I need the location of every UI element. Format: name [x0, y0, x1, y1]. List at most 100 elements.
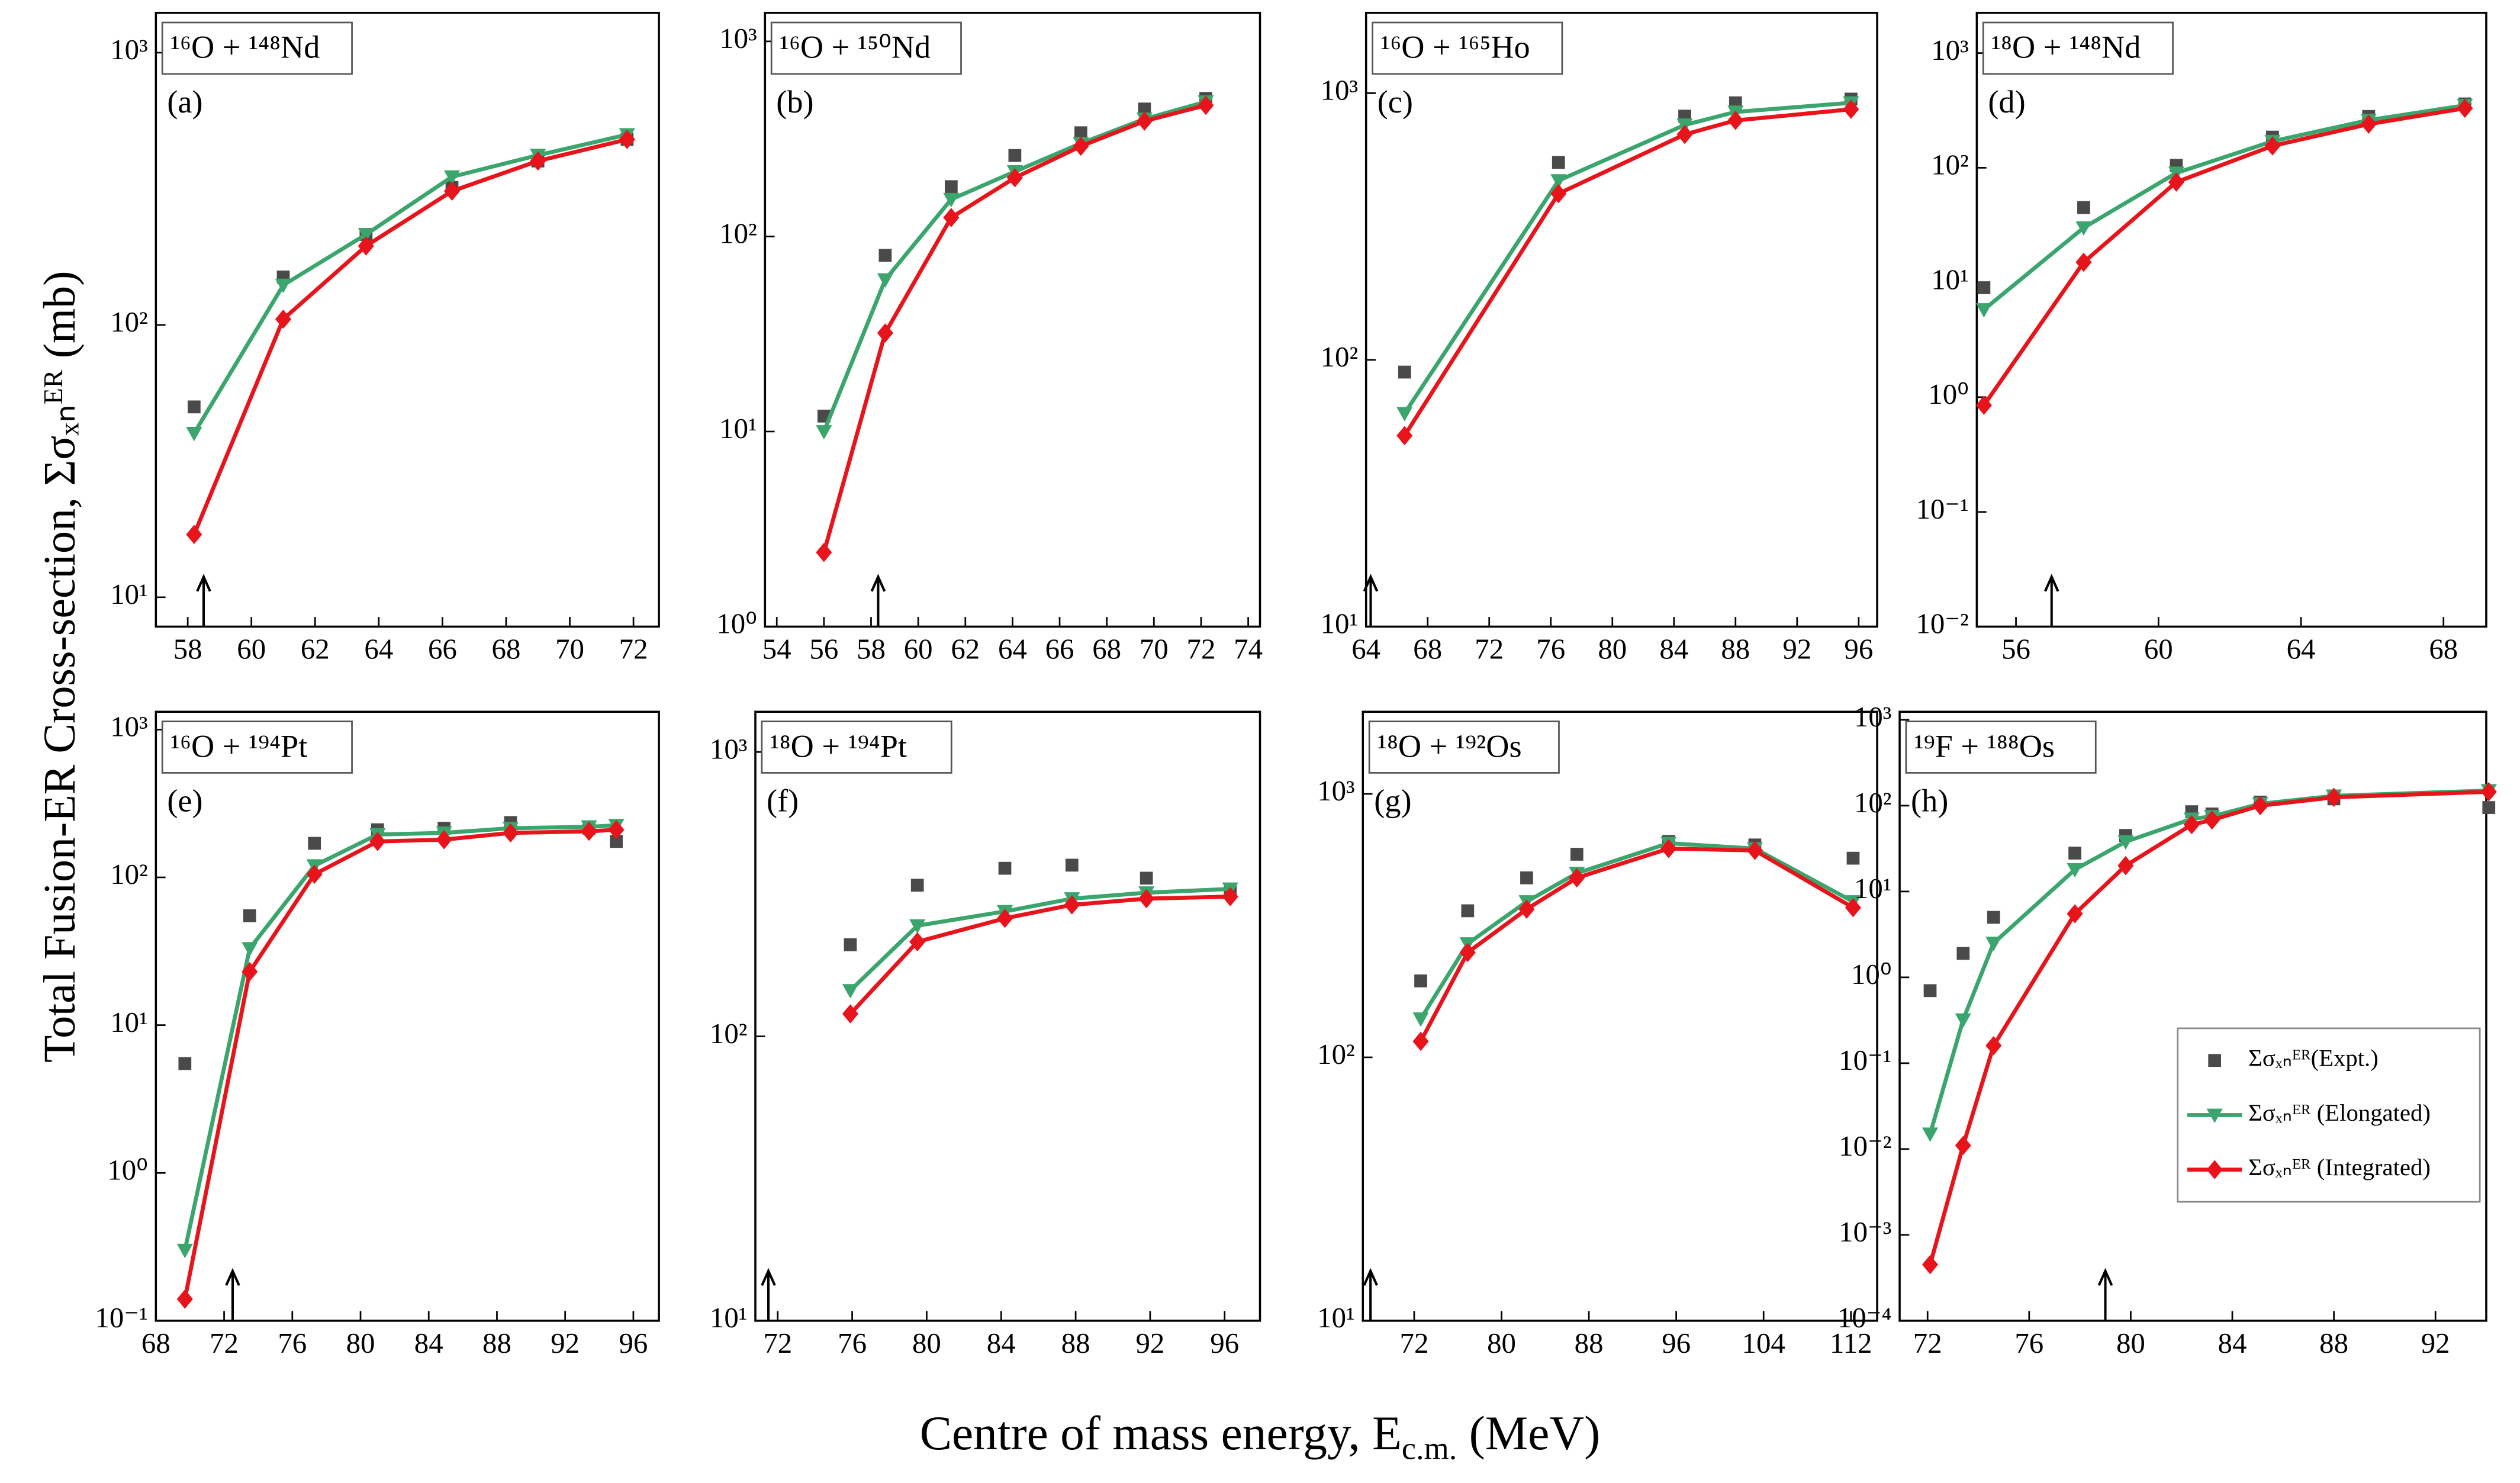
y-tick-label: 10³: [1317, 774, 1355, 807]
x-tick-label: 62: [301, 633, 330, 665]
data-point: [877, 323, 893, 343]
legend-label: Σσₓₙᴱᴿ (Integrated): [2248, 1154, 2431, 1180]
data-point: [1975, 395, 1992, 415]
x-tick-label: 80: [1598, 633, 1627, 665]
panel-label: (g): [1374, 783, 1411, 819]
data-point: [2480, 782, 2497, 802]
barrier-arrow: [2097, 1268, 2113, 1321]
x-tick-label: 74: [1234, 633, 1263, 665]
data-point: [909, 919, 926, 934]
data-point: [1570, 848, 1584, 861]
data-point: [943, 208, 960, 227]
title-box: [770, 21, 962, 75]
data-point: [1676, 124, 1693, 144]
x-tick-label: 80: [346, 1327, 375, 1359]
panel: 10⁻² 10⁻¹ 10⁰ 10¹ 10² 10³ 56 60 64 68 ¹⁸O + ¹⁴⁸Nd (…: [1916, 11, 2487, 665]
x-tick-label: 92: [551, 1327, 580, 1359]
x-tick-label: 92: [2421, 1327, 2450, 1359]
y-tick-label: 10²: [110, 305, 148, 338]
data-point: [2117, 835, 2134, 850]
data-point: [2067, 863, 2083, 878]
data-point: [943, 192, 960, 208]
plot-frame: [155, 710, 660, 1322]
series-line: [182, 823, 617, 1251]
panel-label: (d): [1988, 84, 2025, 120]
series-line: [1419, 846, 1855, 1043]
plot-frame: [754, 710, 1261, 1322]
panel: 10¹ 10² 10³ 58 60 62 64 66 68 70 72 ¹⁶O + ¹⁴⁸Nd (a): [110, 11, 660, 665]
data-point: [844, 938, 857, 951]
x-tick-label: 80: [1487, 1327, 1516, 1359]
x-tick-label: 58: [857, 633, 886, 665]
data-point: [1987, 911, 2000, 924]
x-label-sub: c.m.: [1402, 1430, 1457, 1466]
data-point: [1955, 1135, 1971, 1156]
data-point: [176, 1243, 193, 1259]
data-point: [502, 823, 519, 843]
data-point: [1412, 1012, 1429, 1027]
series-line: [1928, 790, 2489, 1266]
x-tick-label: 64: [2287, 633, 2316, 665]
title-box: [1905, 720, 2097, 774]
panel: 10¹ 10² 10³ 72 80 88 96 104 112 ¹⁸O + ¹⁹²Os (g): [1317, 710, 1878, 1359]
y-tick-label: 10⁻¹: [1916, 493, 1968, 525]
data-point: [2482, 801, 2496, 814]
data-point: [1140, 871, 1153, 885]
data-point: [1073, 136, 1089, 156]
x-tick-label: 88: [1721, 633, 1750, 665]
x-tick-label: 72: [619, 633, 648, 665]
y-tick-label: 10³: [110, 710, 148, 743]
y-tick-label: 10¹: [110, 1006, 148, 1038]
x-tick-label: 66: [1045, 633, 1074, 665]
data-point: [608, 820, 625, 839]
y-tick-label: 10⁻³: [1839, 1215, 1891, 1248]
panel-title: ¹⁸O + ¹⁹⁴Pt: [770, 728, 907, 764]
barrier-arrow: [870, 574, 886, 627]
data-point: [1074, 126, 1087, 140]
data-point: [1845, 897, 1862, 918]
y-tick-label: 10³: [1854, 700, 1892, 733]
x-tick-label: 72: [1187, 633, 1216, 665]
y-tick-label: 10⁻²: [1839, 1130, 1891, 1162]
x-tick-label: 76: [1536, 633, 1565, 665]
x-tick-label: 96: [1210, 1327, 1239, 1359]
x-tick-label: 68: [1092, 633, 1121, 665]
x-tick-label: 72: [1475, 633, 1504, 665]
barrier-arrow: [225, 1268, 240, 1321]
data-point: [1552, 156, 1565, 169]
y-tick-label: 10¹: [710, 1301, 748, 1334]
data-point: [945, 180, 958, 194]
y-tick-label: 10²: [110, 858, 148, 890]
series-line: [1402, 101, 1852, 415]
y-tick-label: 10²: [1321, 340, 1359, 373]
title-box: [161, 21, 353, 75]
data-point: [581, 821, 597, 841]
y-tick-label: 10⁰: [1851, 958, 1891, 990]
panel: 10⁻¹ 10⁰ 10¹ 10² 10³ 68 72 76 80 84 88 92 96 ¹⁶O + ¹⁹…: [95, 710, 660, 1359]
data-point: [1064, 895, 1080, 915]
data-point: [1520, 871, 1533, 884]
series-line: [192, 133, 628, 435]
x-tick-label: 64: [1351, 633, 1380, 665]
data-point: [619, 130, 635, 149]
data-point: [1975, 303, 1992, 318]
data-point: [2067, 904, 2083, 924]
x-tick-label: 104: [1742, 1327, 1785, 1359]
data-point: [1956, 947, 1970, 960]
barrier-arrow: [196, 574, 211, 627]
x-tick-label: 84: [414, 1327, 443, 1359]
y-tick-label: 10¹: [1321, 607, 1359, 640]
x-tick-label: 54: [762, 633, 791, 665]
series-line: [1402, 107, 1852, 437]
plot-frame: [764, 11, 1261, 628]
data-point: [176, 1289, 193, 1309]
data-point: [358, 236, 374, 256]
data-point: [842, 984, 859, 999]
series-line: [1982, 103, 2466, 311]
data-point: [178, 1057, 192, 1070]
barrier-arrow: [2044, 574, 2059, 627]
data-point: [1569, 868, 1585, 888]
y-tick-label: 10²: [1931, 149, 1969, 181]
x-tick-label: 56: [809, 633, 838, 665]
